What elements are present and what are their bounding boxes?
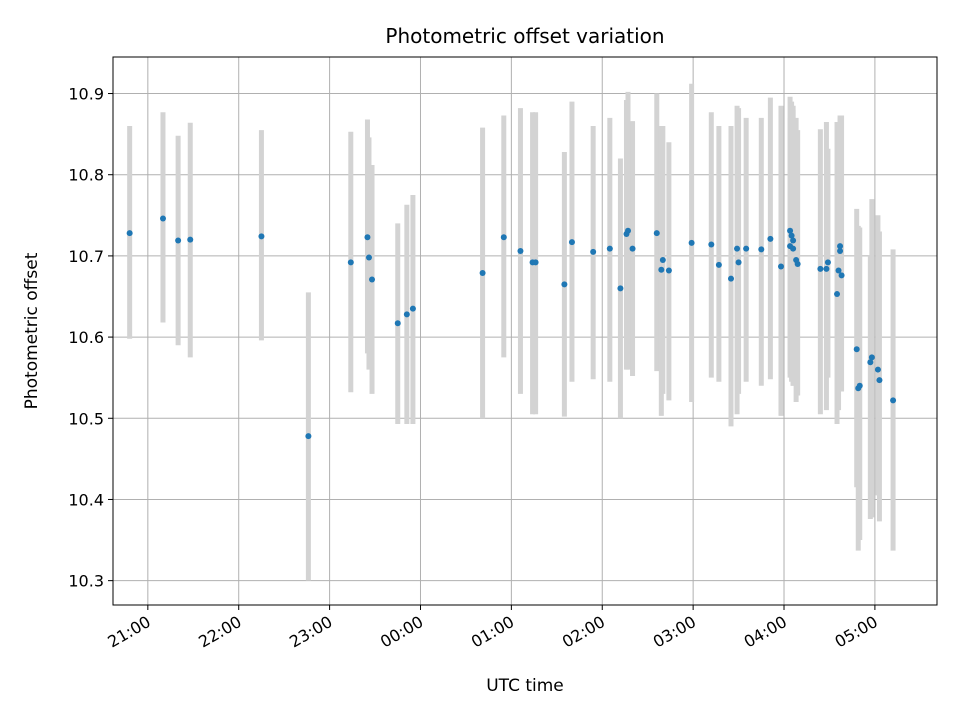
data-point (794, 261, 801, 268)
data-point (817, 265, 824, 272)
data-point (590, 248, 597, 255)
data-point (790, 237, 797, 244)
data-point (126, 230, 133, 237)
data-point (867, 359, 874, 366)
data-point (837, 248, 844, 255)
y-tick-label: 10.4 (68, 490, 104, 509)
data-point (838, 272, 845, 279)
data-point (853, 346, 860, 353)
data-point (728, 275, 734, 282)
chart-title: Photometric offset variation (385, 24, 664, 48)
data-point (715, 261, 722, 268)
data-point (837, 243, 844, 250)
data-point (824, 259, 831, 266)
data-point (159, 215, 166, 222)
y-tick-label: 10.5 (68, 409, 104, 428)
data-point (688, 239, 695, 246)
data-point (258, 233, 265, 240)
data-point (517, 248, 524, 255)
data-point (856, 382, 863, 389)
data-point (606, 245, 613, 252)
data-point (653, 230, 660, 237)
data-point (500, 234, 507, 241)
y-axis-title: Photometric offset (22, 252, 42, 409)
data-point (369, 276, 376, 283)
data-point (409, 305, 416, 312)
data-point (708, 241, 715, 248)
data-point (347, 259, 354, 266)
data-point (305, 433, 312, 440)
data-point (394, 320, 401, 327)
y-tick-label: 10.6 (68, 328, 104, 347)
data-points (126, 215, 897, 440)
data-point (835, 267, 842, 274)
y-tick-label: 10.8 (68, 166, 104, 185)
x-axis-title: UTC time (486, 676, 564, 696)
data-point (767, 235, 774, 242)
y-tick-label: 10.3 (68, 572, 104, 591)
data-point (874, 366, 881, 373)
data-point (479, 269, 486, 276)
plot-frame (112, 56, 938, 606)
data-point (365, 254, 372, 261)
data-point (659, 256, 666, 263)
data-point (175, 237, 182, 244)
data-point (403, 311, 410, 318)
data-point (568, 239, 575, 246)
data-point (758, 246, 765, 253)
y-tick-label: 10.9 (68, 85, 104, 104)
data-point (787, 227, 794, 234)
data-point (876, 377, 883, 384)
y-tick-label: 10.7 (68, 247, 104, 266)
data-point (834, 291, 841, 298)
data-point (658, 266, 665, 273)
data-point (788, 232, 795, 239)
data-point (364, 234, 371, 241)
data-point (532, 259, 539, 266)
data-point (868, 354, 875, 361)
y-axis: 10.3 10.4 10.5 10.6 10.7 10.8 10.9 (68, 85, 113, 591)
data-point (187, 236, 194, 243)
data-point (734, 245, 741, 252)
data-point (735, 259, 742, 266)
data-point (790, 245, 797, 252)
data-point (629, 245, 636, 252)
data-point (823, 265, 830, 272)
data-point (561, 281, 568, 288)
data-point (665, 267, 672, 274)
data-point (890, 397, 897, 404)
grid-lines (113, 57, 937, 605)
data-point (617, 285, 624, 292)
data-point (625, 227, 631, 234)
data-point (777, 263, 784, 270)
data-point (743, 245, 750, 252)
